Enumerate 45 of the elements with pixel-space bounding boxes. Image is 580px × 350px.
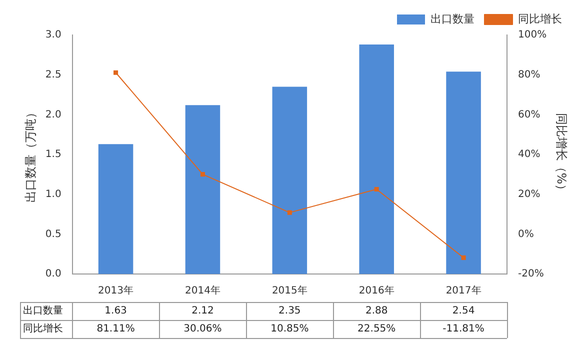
y2-tick-label: 80% [518,69,540,80]
y2-axis-title: 同比增长（%） [554,112,569,196]
y-tick-label: 0.0 [45,268,62,280]
data-label: 2.88 [365,306,388,317]
x-tick-label: 2015年 [272,284,308,297]
y-tick-label: 0.5 [45,228,62,240]
y-tick-label: 2.0 [45,109,62,120]
point [287,210,292,215]
legend-label: 同比增长 [518,12,562,26]
x-tick-label: 2016年 [358,284,394,297]
x-tick-label: 2013年 [98,284,134,297]
legend-label: 出口数量 [430,12,474,26]
bar [98,144,134,274]
y2-tick-label: 100% [518,30,547,41]
text: 同比增长 [23,324,63,335]
data-label: 10.85% [270,324,309,335]
y-tick-label: 2.5 [45,69,62,80]
bar [185,105,220,274]
y2-tick-label: 60% [518,109,540,120]
y-axis-title: 出口数量（万吨） [23,106,38,202]
point [200,172,205,177]
y2-tick-label: 20% [518,188,540,200]
y2-tick-label: 0% [518,228,534,240]
point [374,186,379,192]
bar [272,86,308,274]
data-label: 30.06% [184,324,222,335]
data-label: 22.55% [358,324,396,335]
bar [446,72,481,274]
data-label: -11.81% [442,324,484,335]
x-tick-label: 2014年 [184,284,220,297]
bar [359,44,394,274]
text: 出口数量 [23,306,63,317]
x-tick-label: 2017年 [446,284,482,297]
data-label: 2.54 [452,306,475,317]
point [114,70,118,75]
y-tick-label: 1.5 [45,149,62,160]
y-tick-label: 1.0 [45,188,62,200]
data-label: 2.12 [192,306,214,317]
data-label: 1.63 [104,306,127,317]
y2-tick-label: 40% [518,149,540,160]
y2-tick-label: -20% [518,268,544,280]
y-tick-label: 3.0 [45,30,62,41]
point [461,255,466,260]
data-label: 2.35 [278,306,301,317]
data-label: 81.11% [96,324,135,335]
